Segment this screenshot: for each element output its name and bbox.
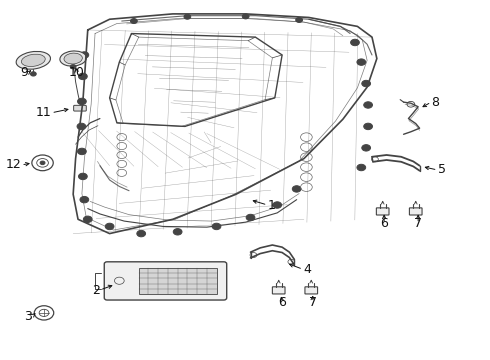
Bar [139, 267, 217, 294]
Text: 7: 7 [414, 217, 422, 230]
Text: 4: 4 [303, 263, 311, 276]
Circle shape [295, 18, 302, 22]
Circle shape [78, 73, 87, 80]
Circle shape [242, 14, 249, 19]
Circle shape [173, 229, 182, 235]
Circle shape [362, 145, 370, 151]
Circle shape [357, 59, 366, 65]
FancyBboxPatch shape [305, 287, 318, 294]
Circle shape [105, 223, 114, 230]
Text: 12: 12 [5, 158, 21, 171]
Circle shape [246, 214, 255, 221]
Circle shape [80, 52, 89, 58]
Circle shape [30, 72, 36, 76]
Circle shape [80, 197, 89, 203]
Circle shape [293, 186, 301, 192]
Ellipse shape [60, 51, 86, 66]
Circle shape [83, 216, 92, 222]
Circle shape [364, 102, 372, 108]
FancyBboxPatch shape [104, 262, 227, 300]
Text: 3: 3 [24, 310, 32, 323]
FancyBboxPatch shape [272, 287, 285, 294]
Circle shape [70, 64, 76, 69]
Ellipse shape [22, 54, 45, 67]
Circle shape [77, 123, 86, 130]
FancyBboxPatch shape [410, 208, 422, 215]
Text: 1: 1 [268, 198, 275, 212]
Text: 2: 2 [92, 284, 100, 297]
Text: 9: 9 [20, 66, 28, 79]
FancyBboxPatch shape [74, 105, 86, 111]
Circle shape [212, 223, 221, 230]
Circle shape [273, 202, 282, 208]
Circle shape [137, 230, 146, 237]
Circle shape [77, 98, 86, 105]
Circle shape [351, 39, 359, 46]
Text: 6: 6 [380, 217, 388, 230]
Circle shape [130, 18, 137, 23]
Ellipse shape [64, 53, 82, 64]
Text: 7: 7 [309, 296, 317, 309]
Text: 11: 11 [36, 106, 51, 120]
Circle shape [78, 173, 87, 180]
Circle shape [364, 123, 372, 130]
FancyBboxPatch shape [376, 208, 389, 215]
Ellipse shape [16, 51, 50, 69]
Text: 6: 6 [278, 296, 286, 309]
Text: 8: 8 [431, 96, 439, 109]
Circle shape [40, 161, 45, 165]
Circle shape [362, 80, 370, 87]
Circle shape [184, 14, 191, 19]
Text: 10: 10 [69, 66, 85, 79]
Circle shape [357, 164, 366, 171]
Text: 5: 5 [438, 163, 445, 176]
Circle shape [77, 148, 86, 155]
